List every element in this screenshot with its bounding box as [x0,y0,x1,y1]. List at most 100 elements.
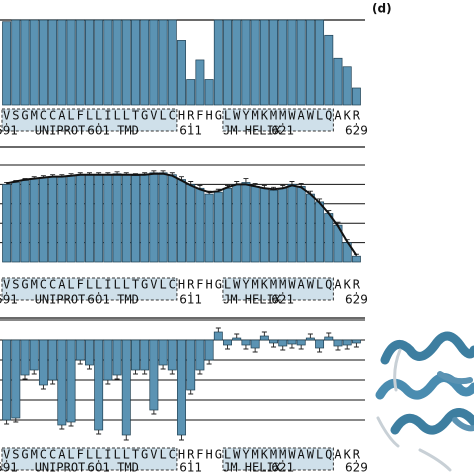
bar [66,175,76,263]
residue-label: M [31,278,38,292]
bar [84,19,94,106]
residue-label: M [252,278,259,292]
error-bar [160,365,166,370]
error-bar [68,422,74,427]
bar [2,184,12,263]
residue-label: F [196,109,203,123]
residue-label: W [288,278,296,292]
error-bar [59,425,65,430]
residue-label: R [353,448,361,462]
residue-label: W [307,448,315,462]
bar [186,79,196,106]
bar [287,339,297,345]
residue-label: A [334,109,342,123]
bar [305,193,315,263]
residue-label: A [298,448,306,462]
residue-label: L [316,109,323,123]
error-bar [261,331,267,336]
residue-label: L [86,109,93,123]
residue-label: S [12,448,19,462]
bar [131,19,140,106]
bar [20,180,30,263]
x-tick-label: 621 [271,461,294,474]
residue-label: M [31,448,38,462]
bar [140,19,150,106]
bar [324,34,334,106]
bar [112,339,122,376]
bar [75,339,85,361]
residue-label: V [3,448,10,462]
residue-label: H [205,448,212,462]
error-bar [179,435,184,441]
residue-label: W [233,278,241,292]
error-bar [252,348,258,353]
bar [11,339,21,419]
trend-line [6,172,358,256]
residue-label: M [279,109,286,123]
residue-label: L [95,448,102,462]
error-bar [169,370,175,375]
residue-label: I [104,448,111,462]
residue-label: G [215,278,222,292]
residue-label: G [141,448,148,462]
residue-label: L [224,448,231,462]
region-label: JM HELIX [223,461,282,474]
residue-label: Y [242,448,250,462]
bar [112,173,122,263]
residue-label: L [67,448,74,462]
bar [351,255,361,263]
residue-label: A [334,448,342,462]
residue-label: F [196,448,203,462]
residue-label: L [123,448,130,462]
bar [296,19,306,106]
residue-label: K [261,448,269,462]
error-bar [114,375,120,380]
x-tick-label: 601 [87,124,110,138]
jm-box [222,277,334,301]
residue-label: L [123,278,130,292]
residue-label: A [298,109,306,123]
bar [131,175,140,263]
bar [167,174,177,263]
bar [131,339,140,371]
bar [315,201,325,263]
error-bar [151,170,157,173]
residue-label: A [298,278,306,292]
bar [75,174,85,263]
residue-label: V [150,448,157,462]
bar [241,19,251,106]
error-bar [114,171,120,174]
residue-label: C [169,278,176,292]
residue-label: M [252,109,259,123]
bar [11,19,21,106]
residue-label: G [21,278,28,292]
error-bar [160,170,166,173]
bar [38,339,48,386]
residue-label: W [307,109,315,123]
bar [57,339,67,426]
error-bar [22,375,28,380]
residue-label: C [169,448,176,462]
residue-label: K [344,448,352,462]
bar [232,19,242,106]
residue-label: L [67,109,74,123]
error-bar [289,344,295,349]
residue-label: C [40,109,47,123]
bar [48,339,58,381]
bar [213,191,223,263]
bar [324,213,334,263]
bar [149,19,159,106]
residue-label: L [86,448,93,462]
residue-label: L [113,448,120,462]
error-bar [289,181,295,185]
error-bar [234,333,240,338]
residue-label: V [150,109,157,123]
bar [324,336,334,341]
bar [250,185,260,263]
error-bar [197,370,203,375]
bar [75,19,85,106]
x-tick-label: 591 [0,293,18,307]
residue-label: L [67,278,74,292]
error-bar [169,172,175,175]
residue-label: R [187,448,195,462]
